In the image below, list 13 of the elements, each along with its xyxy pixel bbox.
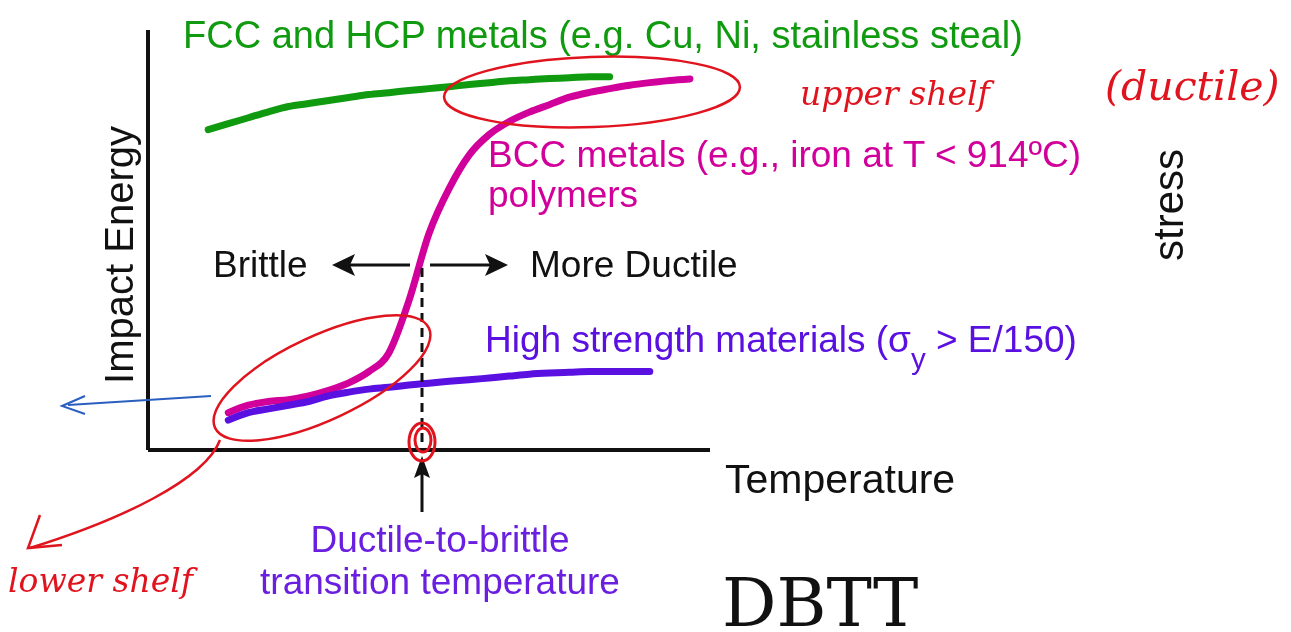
text: Ductile-to-brittle transition temperature xyxy=(260,519,620,602)
text: stress xyxy=(1145,148,1192,262)
text: (ductile) xyxy=(1105,62,1280,110)
annotation: Brittle xyxy=(213,244,308,285)
x-axis-title: Temperature xyxy=(725,456,956,502)
text: upper shelf xyxy=(800,74,996,113)
text: DBTT xyxy=(722,563,919,632)
series-label: FCC and HCP metals (e.g. Cu, Ni, stainless steal) xyxy=(183,14,1023,56)
series-label: BCC metals (e.g., iron at T < 914ºC) polymers xyxy=(488,134,1082,215)
text: lower shelf xyxy=(8,561,199,600)
series-label: High strength materials (σ$_{y}$ > E/150) xyxy=(485,319,1077,375)
y-axis-title: Impact Energy xyxy=(97,126,141,384)
annotation: More Ductile xyxy=(530,244,738,285)
